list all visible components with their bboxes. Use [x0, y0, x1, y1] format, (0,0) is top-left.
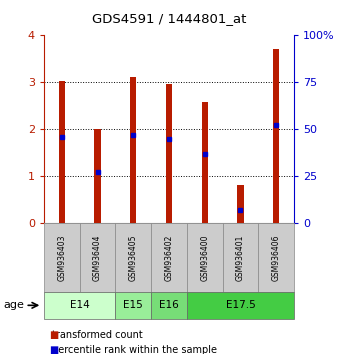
- Bar: [130, 77, 137, 223]
- Text: GSM936403: GSM936403: [57, 234, 66, 281]
- Bar: [44, 292, 115, 319]
- Text: E15: E15: [123, 300, 143, 310]
- Text: E17.5: E17.5: [225, 300, 255, 310]
- Bar: [187, 223, 223, 292]
- Text: GSM936404: GSM936404: [93, 234, 102, 281]
- Bar: [151, 223, 187, 292]
- Text: GDS4591 / 1444801_at: GDS4591 / 1444801_at: [92, 12, 246, 25]
- Bar: [44, 223, 80, 292]
- Text: percentile rank within the sample: percentile rank within the sample: [52, 346, 217, 354]
- Text: GSM936405: GSM936405: [129, 234, 138, 281]
- Bar: [187, 292, 294, 319]
- Bar: [58, 81, 65, 223]
- Text: GSM936400: GSM936400: [200, 234, 209, 281]
- Bar: [223, 223, 258, 292]
- Text: ■: ■: [49, 330, 58, 339]
- Text: GSM936406: GSM936406: [272, 234, 281, 281]
- Bar: [115, 223, 151, 292]
- Bar: [115, 292, 151, 319]
- Bar: [258, 223, 294, 292]
- Text: E16: E16: [159, 300, 179, 310]
- Text: GSM936402: GSM936402: [165, 234, 173, 281]
- Bar: [151, 292, 187, 319]
- Bar: [80, 223, 115, 292]
- Text: ■: ■: [49, 346, 58, 354]
- Bar: [201, 102, 208, 223]
- Text: E14: E14: [70, 300, 90, 310]
- Bar: [166, 84, 172, 223]
- Text: transformed count: transformed count: [52, 330, 143, 339]
- Bar: [273, 49, 280, 223]
- Bar: [237, 185, 244, 223]
- Text: GSM936401: GSM936401: [236, 234, 245, 281]
- Bar: [94, 129, 101, 223]
- Text: age: age: [3, 300, 24, 310]
